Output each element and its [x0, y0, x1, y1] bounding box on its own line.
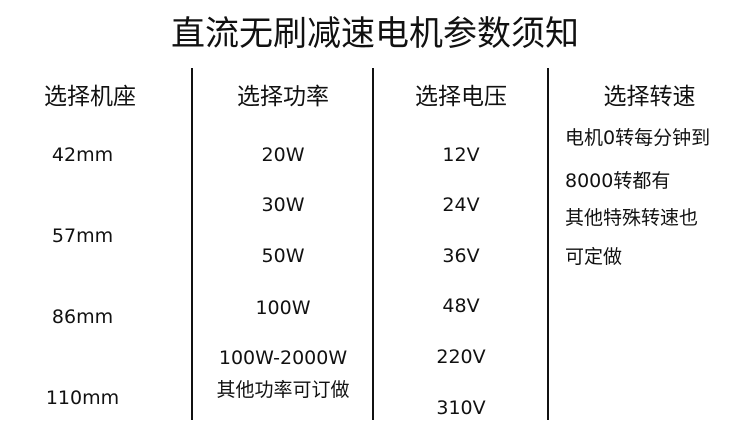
speed-note-line: 可定做: [565, 246, 623, 268]
power-item: 100W: [255, 297, 311, 319]
power-item: 30W: [261, 194, 305, 216]
header-power: 选择功率: [237, 84, 329, 110]
column-divider: [372, 68, 374, 420]
power-item: 其他功率可订做: [216, 379, 350, 401]
header-voltage: 选择电压: [415, 84, 507, 110]
power-item: 20W: [261, 144, 305, 166]
frame-size-item: 86mm: [51, 306, 114, 328]
column-divider: [191, 68, 193, 420]
frame-size-item: 42mm: [51, 144, 114, 166]
speed-note-line: 8000转都有: [565, 170, 671, 192]
voltage-item: 36V: [442, 245, 480, 267]
voltage-item: 48V: [442, 295, 480, 317]
speed-note-line: 其他特殊转速也: [565, 207, 699, 229]
voltage-item: 220V: [436, 346, 486, 368]
voltage-item: 24V: [442, 194, 480, 216]
frame-size-item: 110mm: [45, 387, 120, 409]
speed-note-line: 电机0转每分钟到: [565, 127, 711, 149]
voltage-item: 12V: [442, 144, 480, 166]
header-frame-size: 选择机座: [44, 84, 136, 110]
power-item: 50W: [261, 245, 305, 267]
header-speed: 选择转速: [603, 84, 696, 110]
page-title: 直流无刷减速电机参数须知: [171, 14, 579, 54]
frame-size-item: 57mm: [51, 225, 114, 247]
column-divider: [547, 68, 549, 420]
voltage-item: 310V: [436, 397, 486, 419]
power-item: 100W-2000W: [218, 347, 348, 369]
